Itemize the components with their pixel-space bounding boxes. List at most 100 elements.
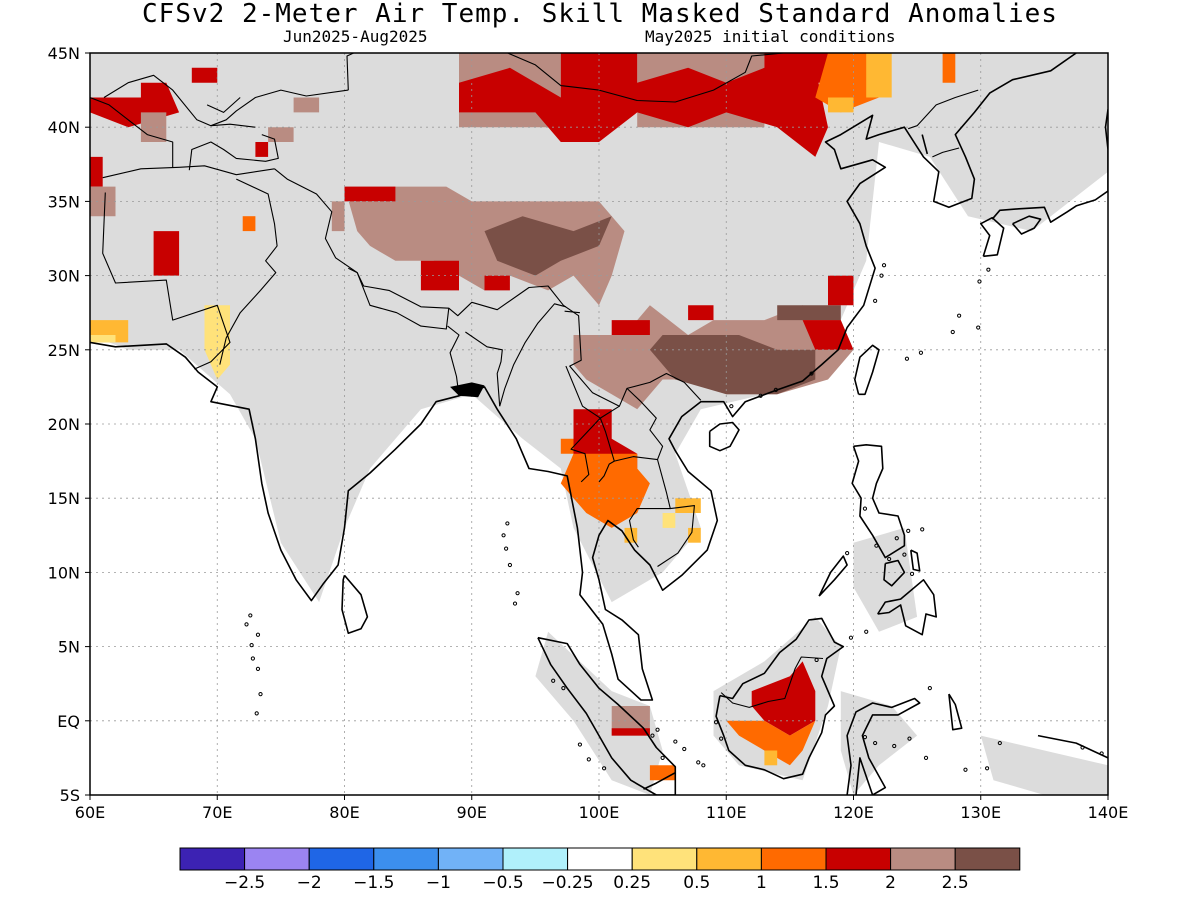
colorbar-label: −1.5 <box>353 873 394 893</box>
island <box>673 739 678 744</box>
anomaly-region-red <box>140 82 167 98</box>
island <box>894 536 899 541</box>
coastlines <box>90 53 1108 795</box>
lon-tick-label: 130E <box>960 803 1001 822</box>
anomaly-region-tan <box>331 201 345 232</box>
colorbar-swatch <box>890 847 956 871</box>
lon-tick-label: 90E <box>457 803 487 822</box>
coastline <box>708 421 740 452</box>
coastline <box>877 578 938 636</box>
island <box>682 746 687 752</box>
colorbar-swatch <box>244 847 310 871</box>
island <box>892 743 897 749</box>
anomaly-region-red <box>688 305 714 321</box>
coastline <box>90 53 1077 701</box>
coastline <box>853 344 880 396</box>
island <box>902 552 907 557</box>
island <box>655 727 660 732</box>
country-border <box>598 460 615 483</box>
anomaly-region-red <box>828 275 854 306</box>
country-border <box>348 267 450 330</box>
anomaly-region-tan <box>268 127 294 142</box>
lat-tick-label: 25N <box>48 341 80 360</box>
anomaly-region-lightorange <box>675 498 701 513</box>
colorbar-swatch <box>502 847 569 871</box>
colorbar-swatch <box>631 847 698 871</box>
island <box>879 273 884 278</box>
island <box>874 543 879 548</box>
coastline <box>715 617 845 780</box>
coastline <box>643 771 676 790</box>
country-border <box>626 388 664 460</box>
island <box>729 404 734 409</box>
island <box>909 571 915 576</box>
colorbar-label: −2.5 <box>224 873 265 893</box>
island <box>660 755 665 761</box>
island <box>881 263 887 268</box>
colorbar-swatch <box>373 847 439 871</box>
country-border <box>90 96 174 168</box>
lat-tick-label: 5N <box>58 638 80 657</box>
country-border <box>570 417 601 483</box>
colorbar-swatch <box>760 847 827 871</box>
anomaly-region-yellow <box>90 335 116 343</box>
country-border <box>564 310 580 314</box>
island <box>577 742 583 747</box>
island <box>250 656 255 661</box>
lat-tick-label: EQ <box>57 712 80 731</box>
anomaly-region-orange <box>242 216 256 232</box>
country-border <box>600 405 620 419</box>
colorbar-swatch <box>954 847 1021 871</box>
lat-tick-label: 35N <box>48 192 80 211</box>
island <box>864 629 869 634</box>
axis-labels: 60E 70E 80E 90E 100E 110E 120E 130E 140E 45N 40N 35… <box>48 44 1129 822</box>
country-border <box>346 53 355 91</box>
island <box>501 533 506 538</box>
island <box>873 298 878 303</box>
island <box>551 678 556 683</box>
island <box>1080 745 1085 750</box>
coastline <box>921 134 929 155</box>
coastline <box>1037 734 1108 759</box>
anomaly-region-lightorange <box>688 527 701 543</box>
island <box>1099 751 1104 756</box>
island <box>904 356 910 361</box>
lat-tick-label: 40N <box>48 118 80 137</box>
country-border <box>102 165 275 179</box>
colorbar: −2.5 −2 −1.5 −1 −0.5 −0.25 0.25 0.5 1 1.5 2 2.5 <box>179 847 1021 893</box>
country-border <box>102 192 231 370</box>
lon-tick-label: 60E <box>75 803 105 822</box>
coastline <box>910 549 921 572</box>
country-border <box>720 656 824 708</box>
island <box>650 733 655 738</box>
anomaly-region-red <box>459 67 828 157</box>
anomaly-region-orange <box>560 453 650 528</box>
lon-tick-label: 100E <box>579 803 620 822</box>
island <box>248 613 253 618</box>
island <box>713 720 719 725</box>
anomaly-region-orange <box>649 765 676 781</box>
anomaly-region-lightorange <box>624 527 638 543</box>
anomaly-region-red <box>560 53 638 98</box>
anomaly-region-tan <box>293 97 320 113</box>
colorbar-label: −0.5 <box>482 873 523 893</box>
anomaly-region-red <box>611 320 650 335</box>
anomaly-region-red <box>191 67 218 83</box>
anomaly-region-red <box>255 142 269 157</box>
anomaly-region-lightorange <box>828 97 854 113</box>
country-border <box>219 178 278 365</box>
lon-tick-label: 120E <box>833 803 874 822</box>
colorbar-label: −1 <box>426 873 451 893</box>
anomaly-region-red <box>764 53 828 83</box>
forecast-period: Jun2025-Aug2025 <box>283 27 428 46</box>
map-title: CFSv2 2-Meter Air Temp. Skill Masked Sta… <box>142 0 1058 29</box>
island <box>963 767 968 772</box>
anomaly-region-brown <box>484 216 612 276</box>
lat-tick-label: 5S <box>60 786 80 805</box>
island <box>507 562 513 568</box>
island <box>977 279 982 284</box>
lon-tick-label: 140E <box>1088 803 1129 822</box>
country-border <box>932 147 960 158</box>
anomaly-region-tan <box>344 186 625 306</box>
